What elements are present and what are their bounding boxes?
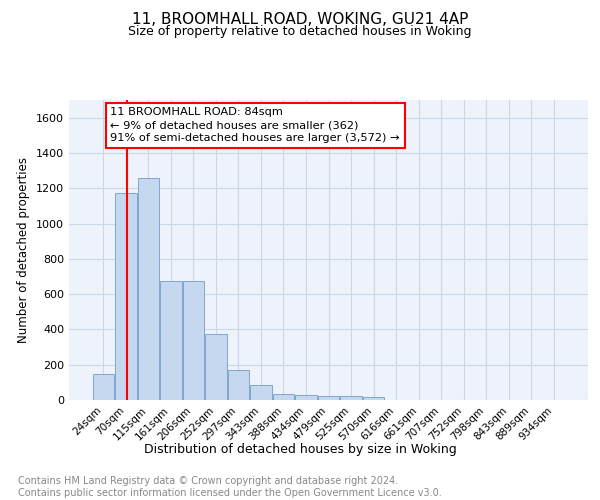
Bar xyxy=(363,398,384,400)
Text: 11 BROOMHALL ROAD: 84sqm
← 9% of detached houses are smaller (362)
91% of semi-d: 11 BROOMHALL ROAD: 84sqm ← 9% of detache… xyxy=(110,107,400,144)
Text: Distribution of detached houses by size in Woking: Distribution of detached houses by size … xyxy=(143,442,457,456)
Bar xyxy=(273,394,294,400)
Text: Contains HM Land Registry data © Crown copyright and database right 2024.
Contai: Contains HM Land Registry data © Crown c… xyxy=(18,476,442,498)
Bar xyxy=(182,281,204,400)
Bar xyxy=(137,178,159,400)
Bar xyxy=(115,192,137,400)
Bar xyxy=(250,385,272,400)
Y-axis label: Number of detached properties: Number of detached properties xyxy=(17,157,31,343)
Bar xyxy=(92,374,114,400)
Bar xyxy=(205,334,227,400)
Bar xyxy=(340,396,362,400)
Bar xyxy=(228,370,249,400)
Bar xyxy=(160,281,182,400)
Text: 11, BROOMHALL ROAD, WOKING, GU21 4AP: 11, BROOMHALL ROAD, WOKING, GU21 4AP xyxy=(132,12,468,28)
Bar xyxy=(318,396,339,400)
Bar xyxy=(295,394,317,400)
Text: Size of property relative to detached houses in Woking: Size of property relative to detached ho… xyxy=(128,25,472,38)
